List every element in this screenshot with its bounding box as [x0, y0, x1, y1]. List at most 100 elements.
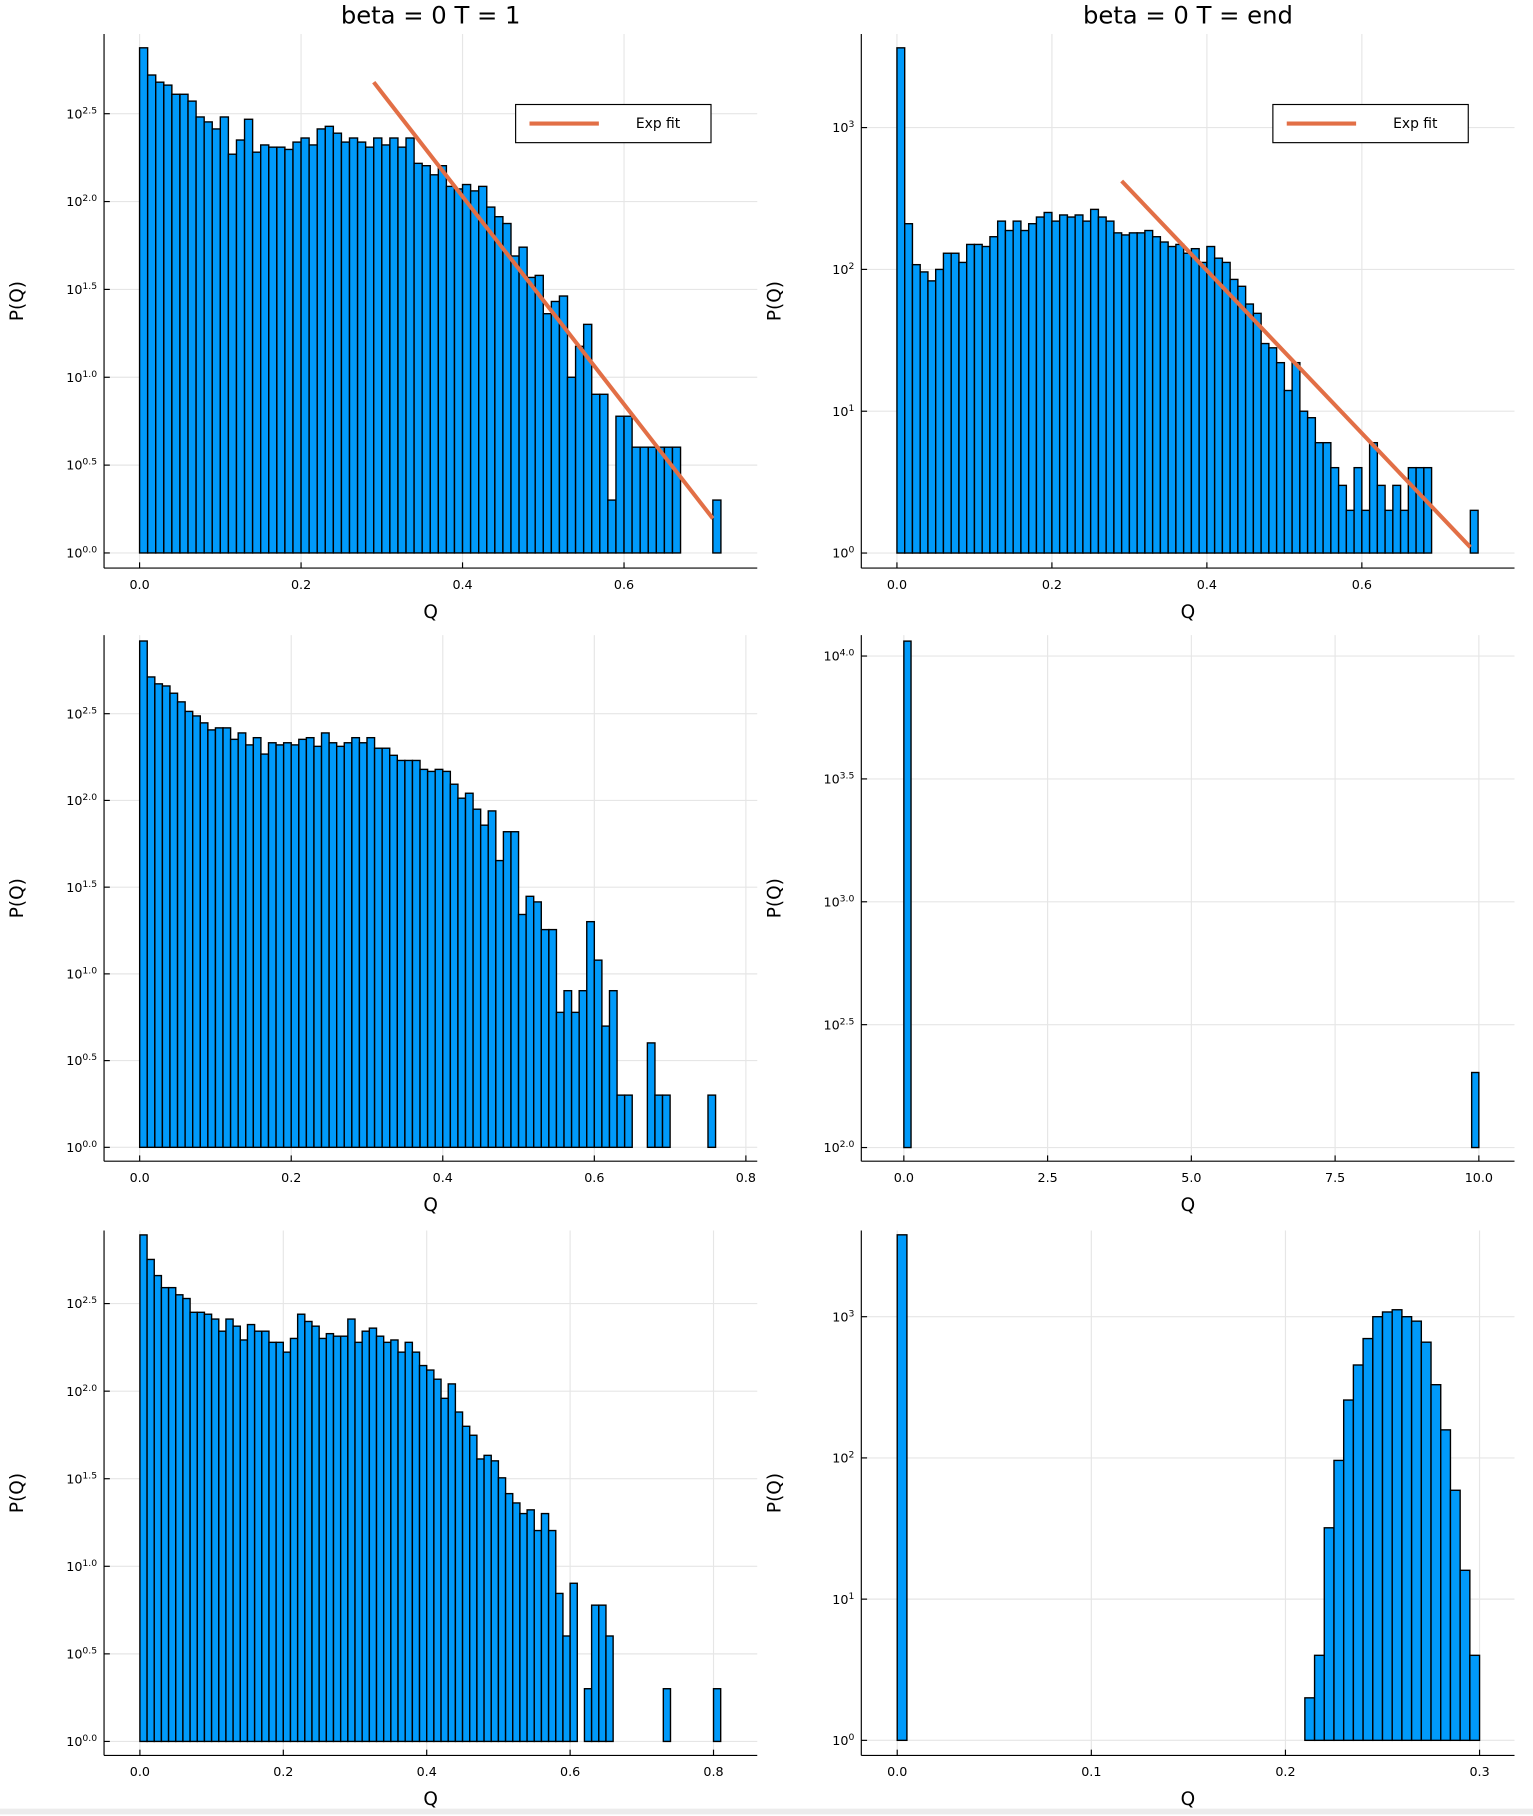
bar [445, 185, 456, 554]
x-tick-label: 0.6 [614, 577, 634, 592]
bar [469, 1434, 478, 1743]
bar [382, 1341, 392, 1743]
bar [437, 165, 448, 554]
bar [973, 243, 983, 554]
bar [477, 185, 488, 554]
bar [203, 121, 213, 554]
bar [896, 1234, 908, 1742]
bar [526, 1509, 535, 1743]
bar [1244, 303, 1255, 554]
bar [179, 93, 189, 554]
bar [138, 47, 149, 554]
bar [426, 770, 436, 1149]
bar [525, 895, 535, 1149]
bar [1469, 1654, 1481, 1742]
bar [1074, 214, 1084, 554]
bar [161, 685, 171, 1149]
bar [453, 188, 464, 554]
bar [1105, 220, 1115, 554]
bar [187, 100, 197, 554]
fit-line [372, 80, 715, 520]
bar [534, 274, 544, 554]
bar [433, 1378, 442, 1743]
bar [276, 146, 286, 554]
bar [586, 920, 596, 1149]
bar [981, 245, 991, 554]
bar [176, 701, 186, 1149]
x-tick-label: 0.6 [1352, 577, 1372, 592]
bar [1449, 1489, 1461, 1742]
bar [494, 216, 504, 554]
bar [404, 759, 414, 1149]
bar [1401, 1316, 1413, 1742]
x-tick-label: 0.4 [452, 577, 472, 592]
bar [555, 1592, 564, 1743]
bar [175, 1294, 184, 1743]
bar [313, 745, 323, 1149]
bar [965, 243, 976, 554]
bar [950, 252, 960, 554]
bar [252, 736, 262, 1149]
bar [558, 295, 569, 554]
bar [1275, 361, 1286, 554]
bar [1182, 252, 1193, 554]
bar [517, 913, 527, 1149]
bar [1252, 312, 1262, 554]
bar [605, 1635, 614, 1743]
bar [253, 1330, 263, 1743]
bar [1221, 261, 1231, 554]
x-tick-label: 0.0 [130, 1764, 150, 1779]
bar [1120, 234, 1131, 554]
bar [519, 1512, 528, 1743]
bar [502, 222, 512, 554]
x-tick-label: 0.4 [1197, 577, 1217, 592]
y-tick-label: 102 [832, 261, 854, 278]
bar [934, 268, 945, 554]
x-tick-label: 0.0 [130, 1170, 150, 1185]
bar [1058, 214, 1069, 554]
bar [328, 742, 338, 1149]
bar [1313, 1654, 1325, 1742]
bar [426, 1369, 435, 1743]
bar [712, 1688, 722, 1743]
bar [418, 1364, 428, 1743]
bar [615, 415, 625, 554]
bar [1352, 1364, 1364, 1742]
bar [267, 742, 277, 1149]
bar [404, 1341, 414, 1743]
y-tick-label: 101 [832, 402, 854, 419]
bar [1361, 509, 1371, 554]
x-tick-label: 0.3 [1469, 1764, 1489, 1779]
bar [189, 1311, 198, 1743]
y-tick-label: 100.5 [66, 1645, 97, 1662]
y-tick-label: 102.0 [66, 193, 97, 210]
x-tick-label: 0.0 [129, 577, 149, 592]
bar [320, 732, 330, 1149]
bar [184, 710, 194, 1149]
bar [146, 676, 156, 1149]
x-tick-label: 2.5 [1037, 1170, 1057, 1185]
bar [235, 139, 246, 554]
bar [396, 759, 406, 1149]
x-tick-label: 5.0 [1181, 1170, 1201, 1185]
bar [1440, 1429, 1452, 1742]
bar [153, 1274, 163, 1743]
bar [1420, 1341, 1432, 1742]
bar [591, 393, 601, 554]
bar [655, 446, 666, 554]
bar [639, 446, 649, 554]
x-tick-label: 0.0 [894, 1170, 914, 1185]
x-tick-label: 0.2 [273, 1764, 293, 1779]
bar [1430, 1383, 1442, 1742]
x-tick-label: 0.4 [433, 1170, 453, 1185]
bar [464, 792, 474, 1149]
x-axis-label: Q [1181, 1195, 1196, 1216]
y-tick-label: 101.5 [66, 1470, 97, 1487]
bar [1268, 347, 1278, 554]
panel: 0.0 0.2 0.4 0.6 100 101 102 103 beta = 0 T = end… [764, 1, 1515, 623]
x-tick-label: 0.2 [281, 1170, 301, 1185]
bar [1167, 245, 1177, 554]
bar [927, 280, 937, 554]
y-tick-label: 103 [832, 119, 854, 136]
